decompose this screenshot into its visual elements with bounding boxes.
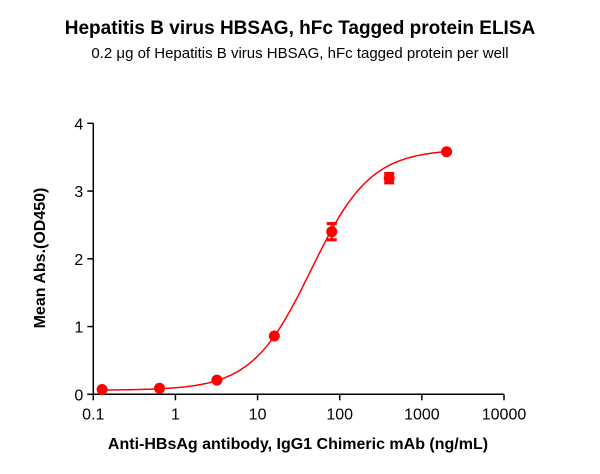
y-tick-label: 3	[74, 184, 83, 201]
chart-title: Hepatitis B virus HBSAG, hFc Tagged prot…	[64, 18, 536, 39]
data-point	[211, 374, 223, 386]
y-tick-label: 4	[74, 116, 83, 133]
x-tick-label: 1000	[404, 406, 440, 423]
y-axis-label: Mean Abs.(OD450)	[32, 188, 49, 329]
data-point	[268, 330, 280, 342]
y-tick-label: 2	[74, 252, 83, 269]
x-tick-label: 0.1	[82, 406, 104, 423]
data-point	[383, 172, 395, 184]
x-tick-label: 10000	[482, 406, 527, 423]
data-point	[441, 146, 453, 158]
data-point	[154, 382, 166, 394]
x-tick-label: 1	[171, 406, 180, 423]
x-tick-label: 100	[326, 406, 353, 423]
x-tick-label: 10	[249, 406, 267, 423]
fit-curve	[102, 150, 447, 391]
data-point	[326, 226, 338, 238]
y-tick-label: 0	[74, 387, 83, 404]
x-axis-label: Anti-HBsAg antibody, IgG1 Chimeric mAb (…	[108, 436, 488, 453]
data-point	[96, 384, 108, 396]
chart-subtitle: 0.2 μg of Hepatitis B virus HBSAG, hFc t…	[91, 45, 509, 62]
y-tick-label: 1	[74, 320, 83, 337]
